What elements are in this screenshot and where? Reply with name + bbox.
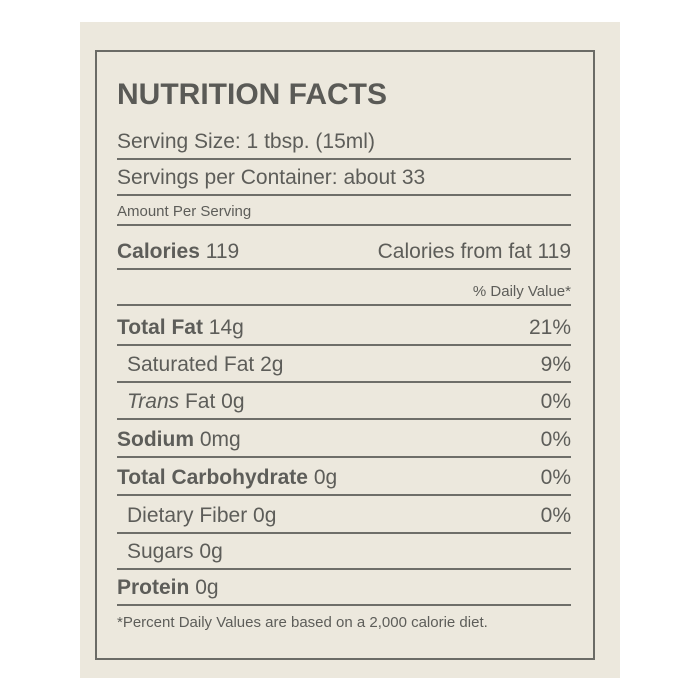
nutrient-amount: 2g <box>260 353 284 376</box>
nutrient-dv: 21% <box>528 316 571 339</box>
nutrition-facts-panel: NUTRITION FACTS Serving Size: 1 tbsp. (1… <box>95 50 595 660</box>
nutrient-label: Total Carbohydrate <box>117 466 308 489</box>
nutrient-row: Total Fat 14g 21% <box>117 306 571 346</box>
panel-title: NUTRITION FACTS <box>117 78 387 111</box>
daily-value-header: % Daily Value* <box>472 283 571 300</box>
nutrient-row: Protein 0g <box>117 570 571 606</box>
nutrient-row: Sugars 0g <box>117 534 571 570</box>
nutrient-label: Dietary Fiber <box>127 504 248 527</box>
nutrient-label: Saturated Fat <box>127 353 255 376</box>
nutrient-amount: 0g <box>253 504 277 527</box>
nutrient-label: Protein <box>117 576 190 599</box>
nutrient-amount: Fat 0g <box>184 390 245 413</box>
nutrient-dv: 0% <box>540 466 571 489</box>
nutrient-amount: 0g <box>313 466 338 489</box>
nutrient-amount: 0g <box>199 540 223 563</box>
calories: Calories 119 <box>117 240 239 264</box>
amount-per-serving: Amount Per Serving <box>117 203 252 220</box>
calories-value: 119 <box>205 240 240 263</box>
serving-size: Serving Size: 1 tbsp. (15ml) <box>117 130 375 153</box>
nutrient-row: Total Carbohydrate 0g 0% <box>117 458 571 496</box>
nutrient-amount: 0mg <box>199 428 241 451</box>
nutrient-amount: 0g <box>195 576 219 599</box>
servings-per-container: Servings per Container: about 33 <box>117 166 426 189</box>
footnote: *Percent Daily Values are based on a 2,0… <box>117 614 488 631</box>
calories-from-fat: Calories from fat 119 <box>377 240 571 263</box>
amount-per-serving-row: Amount Per Serving <box>117 196 571 226</box>
nutrient-dv: 9% <box>540 353 571 376</box>
calories-label: Calories <box>117 240 200 263</box>
nutrient-dv: 0% <box>540 428 571 451</box>
nutrient-dv: 0% <box>540 504 571 527</box>
nutrient-row: Dietary Fiber 0g 0% <box>117 496 571 534</box>
nutrient-row: Saturated Fat 2g 9% <box>117 346 571 383</box>
nutrient-label: Trans <box>127 390 180 413</box>
nutrient-label: Total Fat <box>117 316 203 339</box>
nutrient-row: Trans Fat 0g 0% <box>117 383 571 420</box>
calories-row: Calories 119 Calories from fat 119 <box>117 226 571 270</box>
nutrient-dv: 0% <box>540 390 571 413</box>
nutrient-amount: 14g <box>208 316 244 339</box>
daily-value-header-row: % Daily Value* <box>117 270 571 306</box>
serving-size-row: Serving Size: 1 tbsp. (15ml) <box>117 114 571 160</box>
servings-row: Servings per Container: about 33 <box>117 160 571 196</box>
nutrient-row: Sodium 0mg 0% <box>117 420 571 458</box>
nutrient-label: Sodium <box>117 428 194 451</box>
nutrient-label: Sugars <box>127 540 194 563</box>
